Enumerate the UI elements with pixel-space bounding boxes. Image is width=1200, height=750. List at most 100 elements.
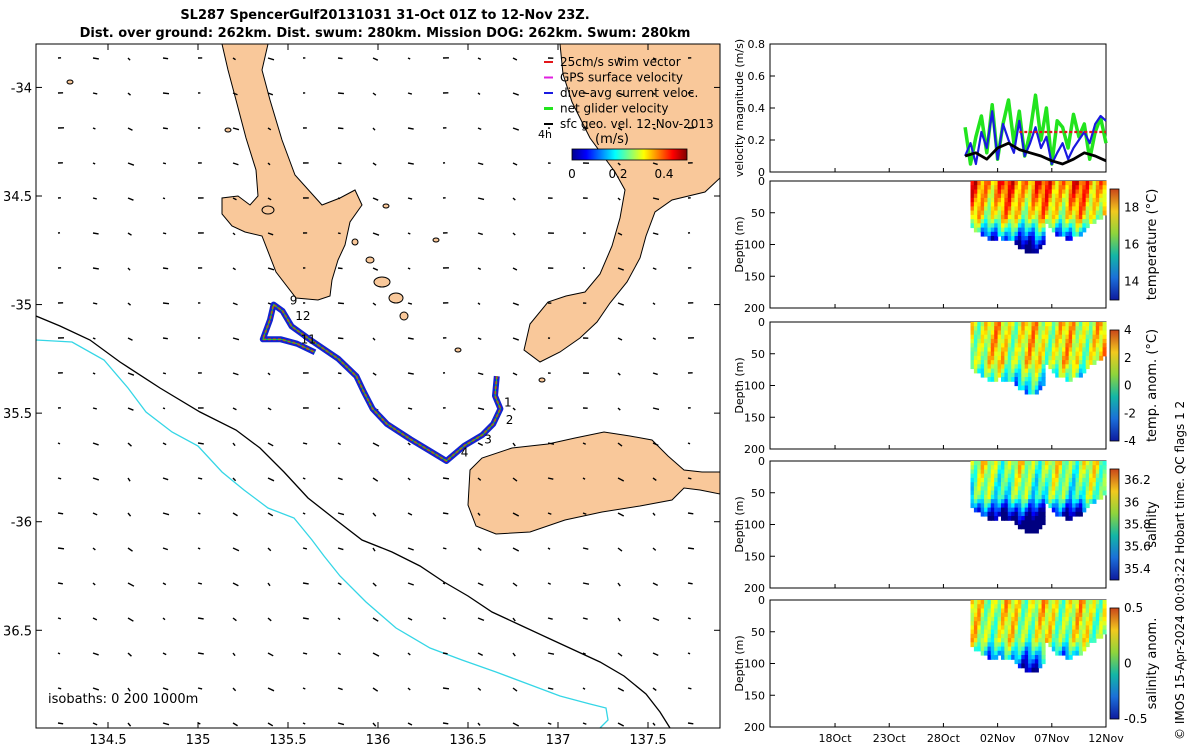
section-cell [1011, 334, 1016, 340]
section-cell [1041, 326, 1046, 331]
section-cell [1082, 214, 1087, 220]
section-cell [1041, 322, 1046, 327]
section-cell [1072, 604, 1077, 609]
current-arrow [407, 267, 411, 270]
section-cell [994, 490, 999, 496]
section-cell [1007, 650, 1012, 656]
section-cell [1045, 181, 1049, 186]
section-cell [1014, 473, 1019, 479]
section-cell [1078, 181, 1083, 186]
depth-tick-label: 200 [744, 582, 765, 595]
section-cell [1045, 608, 1049, 614]
section-cell [973, 465, 978, 470]
section-cell [1024, 608, 1029, 614]
section-cell [970, 503, 975, 509]
section-cell [1099, 469, 1104, 475]
current-arrow [92, 302, 98, 305]
section-cell [1001, 210, 1005, 216]
section-cell [997, 646, 1002, 652]
section-cell [1041, 482, 1046, 487]
section-cell [1034, 377, 1039, 382]
section-cell [1021, 461, 1026, 466]
section-cell [1092, 604, 1097, 609]
section-cell [1078, 612, 1083, 618]
section-cell [1095, 473, 1100, 479]
section-cell [984, 638, 989, 643]
current-arrow [652, 547, 657, 551]
section-cell [1014, 646, 1019, 652]
section-cell [990, 330, 995, 336]
section-cell [1078, 633, 1083, 639]
section-cell [980, 219, 985, 224]
section-cell [1038, 244, 1043, 250]
section-cell [977, 633, 982, 639]
section-cell [1021, 372, 1026, 378]
section-cell [970, 322, 975, 327]
section-cell [980, 612, 985, 618]
section-cell [1055, 338, 1060, 344]
section-cell [1001, 202, 1005, 207]
section-cell [1007, 633, 1012, 639]
section-cell [1001, 642, 1005, 648]
section-cell [1001, 473, 1005, 479]
section-cell [973, 469, 978, 475]
section-cell [1021, 326, 1026, 331]
section-cell [980, 494, 985, 500]
velocity-y-tick-label: 0.4 [748, 102, 766, 115]
section-cell [1017, 621, 1022, 626]
current-arrow [442, 722, 449, 725]
section-cell [1024, 465, 1029, 470]
section-cell [1055, 616, 1060, 622]
section-cell [1092, 355, 1097, 361]
section-cell [1075, 355, 1080, 361]
section-cell [1024, 193, 1029, 199]
section-cell [1072, 633, 1077, 639]
section-cell [1031, 389, 1036, 395]
section-cell [1014, 355, 1019, 361]
section-cell [1014, 197, 1019, 203]
section-cell [1028, 330, 1033, 336]
section-cell [997, 364, 1002, 370]
section-cell [1065, 616, 1070, 622]
section-cell [1038, 368, 1043, 374]
section-cell [1065, 330, 1070, 336]
section-cell [1034, 202, 1039, 207]
section-cell [1062, 355, 1066, 361]
section-cell [1062, 473, 1066, 479]
section-cell [1034, 490, 1039, 496]
map-axes: 134.5 135 135.5 136 136.5 137 137.5-3434.5-353… [3, 44, 720, 748]
section-cell [1017, 223, 1022, 229]
current-arrow [162, 617, 166, 621]
speed-colorbar [571, 148, 688, 161]
section-cell [1058, 477, 1063, 483]
section-cell [1041, 360, 1046, 365]
section-cell [1004, 219, 1009, 224]
current-arrow [477, 407, 485, 411]
section-cell [997, 503, 1002, 509]
section-cell [1028, 608, 1033, 614]
section-cell [970, 351, 975, 357]
section-cell [1031, 240, 1036, 246]
section-cell [1031, 355, 1036, 361]
section-cell [1051, 338, 1056, 344]
section-cell [1102, 465, 1107, 470]
section-cell [970, 326, 975, 331]
section-cell [990, 469, 995, 475]
section-cell [987, 364, 992, 370]
section-cell [1068, 511, 1073, 517]
current-arrow [162, 407, 166, 410]
current-arrow [92, 372, 96, 375]
section-cell [1038, 625, 1043, 631]
section-cell [1058, 461, 1063, 466]
section-cell [1068, 608, 1073, 614]
section-cell [1034, 385, 1039, 391]
section-cell [1017, 214, 1022, 220]
velocity-ylabel: velocity magnitude (m/s) [733, 39, 746, 177]
section-cell [977, 330, 982, 336]
section-cell [1028, 381, 1033, 387]
section-cell [997, 499, 1002, 504]
current-arrow [127, 302, 132, 306]
section-cell [1017, 202, 1022, 207]
section-cell [1072, 473, 1077, 479]
